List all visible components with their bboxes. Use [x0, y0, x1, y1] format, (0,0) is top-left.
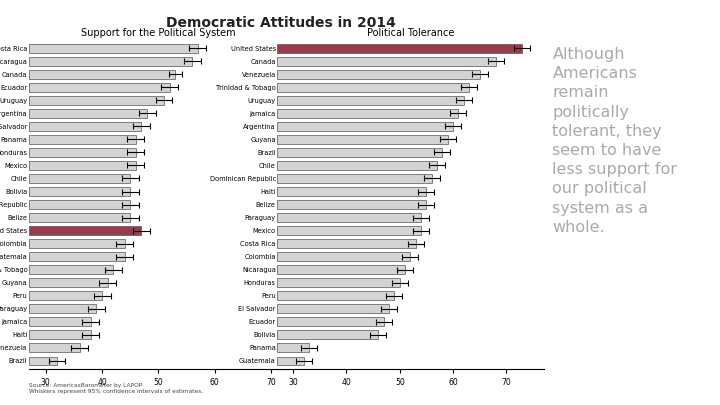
Bar — [29, 96, 164, 104]
Bar — [29, 343, 79, 352]
Bar — [29, 57, 192, 66]
Bar — [29, 278, 108, 287]
Bar — [29, 70, 175, 79]
Bar — [29, 252, 125, 261]
Bar — [29, 292, 102, 300]
Bar — [277, 200, 426, 209]
Bar — [29, 187, 130, 196]
Bar — [277, 292, 395, 300]
Bar — [29, 83, 170, 92]
Bar — [277, 57, 495, 66]
Bar — [277, 330, 379, 339]
Bar — [29, 122, 142, 131]
Bar — [29, 265, 113, 274]
Bar — [277, 96, 464, 104]
Bar — [277, 226, 421, 235]
Bar — [29, 318, 91, 326]
Bar — [277, 70, 480, 79]
Bar — [29, 356, 57, 365]
Bar — [277, 252, 410, 261]
Bar — [277, 305, 389, 313]
Text: Democratic Attitudes in 2014: Democratic Attitudes in 2014 — [166, 16, 396, 30]
Bar — [29, 305, 96, 313]
Bar — [29, 174, 130, 183]
Bar — [277, 109, 459, 117]
Bar — [29, 200, 130, 209]
Bar — [277, 135, 448, 144]
Bar — [277, 343, 309, 352]
Bar — [29, 109, 147, 117]
Bar — [277, 265, 405, 274]
Bar — [277, 83, 469, 92]
Bar — [277, 356, 304, 365]
Bar — [29, 330, 91, 339]
Bar — [277, 122, 453, 131]
Bar — [29, 135, 136, 144]
Bar — [277, 148, 442, 157]
Bar — [277, 239, 415, 248]
Bar — [29, 213, 130, 222]
Bar — [29, 226, 142, 235]
Bar — [277, 174, 432, 183]
Title: Support for the Political System: Support for the Political System — [81, 28, 235, 38]
Bar — [277, 161, 437, 170]
Bar — [29, 239, 125, 248]
Bar — [277, 44, 522, 53]
Bar — [277, 187, 426, 196]
Text: Although
Americans
remain
politically
tolerant, they
seem to have
less support f: Although Americans remain politically to… — [552, 47, 678, 235]
Title: Political Tolerance: Political Tolerance — [366, 28, 454, 38]
Text: Source: AmericasBarometer by LAPOP
Whiskers represent 95% confidence intervals o: Source: AmericasBarometer by LAPOP Whisk… — [29, 383, 203, 394]
Bar — [29, 148, 136, 157]
Bar — [29, 161, 136, 170]
Bar — [277, 278, 400, 287]
Bar — [277, 213, 421, 222]
Bar — [29, 44, 198, 53]
Bar — [277, 318, 384, 326]
